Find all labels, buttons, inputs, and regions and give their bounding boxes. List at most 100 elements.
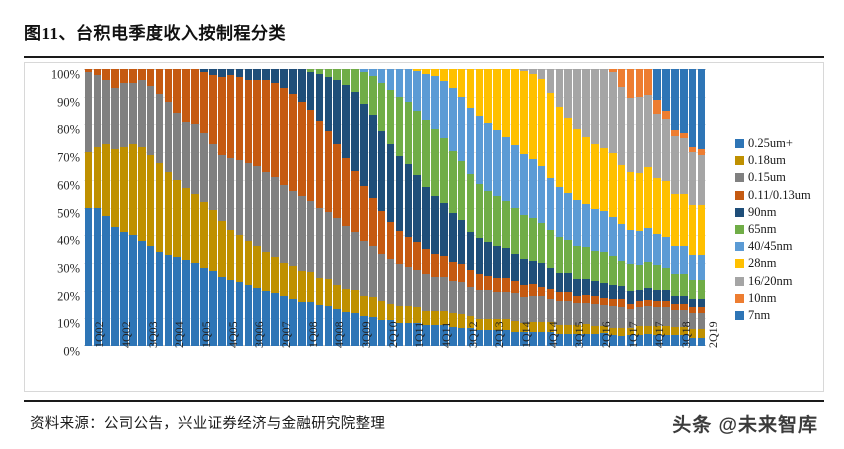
x-axis-tick-label: 1Q05	[199, 321, 214, 348]
bar-segment	[457, 281, 466, 314]
bar-segment	[511, 320, 519, 333]
bar-segment	[591, 69, 599, 144]
legend-item[interactable]: 28nm	[735, 255, 844, 272]
figure-title-bar: 图11、台积电季度收入按制程分类	[24, 18, 824, 58]
bar-segment	[431, 253, 439, 277]
bar-segment	[342, 84, 350, 158]
bar-segment	[546, 92, 555, 178]
bar-segment	[431, 195, 439, 254]
legend-item[interactable]: 65nm	[735, 221, 844, 238]
bar-segment	[315, 120, 324, 208]
bar-segment	[697, 307, 706, 313]
page-title: 图11、台积电季度收入按制程分类	[24, 24, 287, 43]
bar-segment	[653, 264, 661, 291]
bar-segment	[457, 160, 466, 221]
bar-segment	[511, 281, 519, 293]
bar-segment	[413, 306, 422, 323]
bar-segment	[173, 69, 182, 114]
bar-segment	[315, 305, 324, 346]
gridline	[84, 96, 706, 98]
bar-segment	[466, 107, 475, 175]
bar-segment	[217, 154, 226, 222]
bar-segment	[440, 325, 448, 346]
bar-segment	[662, 334, 670, 346]
bar-segment	[209, 69, 217, 75]
bar-segment	[555, 291, 564, 302]
bar-segment	[280, 262, 288, 297]
bar-segment	[697, 69, 706, 150]
x-axis-tick-label: 4Q17	[652, 321, 667, 348]
bar-segment	[653, 334, 661, 346]
bar-segment	[484, 330, 493, 346]
bar-segment	[537, 331, 546, 346]
stacked-bar	[617, 69, 626, 346]
bar-segment	[608, 306, 617, 328]
bar-segment	[386, 221, 395, 260]
legend-item[interactable]: 0.15um	[735, 169, 844, 186]
bar-segment	[395, 97, 404, 156]
bar-segment	[644, 305, 653, 326]
bar-segment	[502, 330, 510, 346]
bar-segment	[191, 124, 199, 194]
stacked-bar	[84, 69, 93, 346]
bar-segment	[484, 276, 493, 290]
x-axis-tick-label: 1Q14	[518, 321, 533, 348]
bar-segment	[368, 197, 377, 247]
stacked-bar	[111, 69, 119, 346]
bar-segment	[608, 327, 617, 336]
bar-segment	[599, 252, 608, 283]
bar-segment	[662, 306, 670, 327]
bar-segment	[351, 312, 359, 346]
stacked-bar	[120, 69, 128, 346]
stacked-bar	[546, 69, 555, 346]
bar-segment	[564, 301, 573, 325]
legend-item-label: 65nm	[748, 222, 777, 237]
legend-item[interactable]: 90nm	[735, 204, 844, 221]
bar-segment	[244, 80, 253, 164]
bar-segment	[431, 276, 439, 312]
bar-segment	[644, 262, 653, 289]
legend-item[interactable]: 7nm	[735, 307, 844, 324]
bar-segment	[377, 319, 386, 346]
bar-segment	[573, 295, 581, 304]
legend-item[interactable]: 16/20nm	[735, 273, 844, 290]
bar-segment	[137, 69, 146, 81]
bar-segment	[671, 310, 679, 327]
bar-segment	[555, 237, 564, 273]
bar-segment	[200, 71, 208, 133]
bar-segment	[440, 138, 448, 203]
bar-segment	[617, 164, 626, 225]
bar-segment	[502, 318, 510, 331]
bar-segment	[644, 167, 653, 228]
legend-item[interactable]: 0.11/0.13um	[735, 187, 844, 204]
bar-segment	[475, 183, 484, 238]
legend-item[interactable]: 0.18um	[735, 152, 844, 169]
bar-segment	[368, 316, 377, 346]
bar-segment	[679, 246, 688, 275]
bar-segment	[271, 177, 279, 258]
bar-segment	[511, 145, 519, 208]
bar-segment	[440, 202, 448, 256]
bar-segment	[297, 271, 306, 302]
bar-segment	[164, 69, 173, 103]
legend-item-label: 40/45nm	[748, 239, 793, 254]
stacked-bar	[93, 69, 102, 346]
bar-segment	[360, 69, 368, 72]
bar-segment	[413, 69, 422, 72]
bar-segment	[422, 73, 430, 120]
bar-segment	[617, 335, 626, 346]
bar-segment	[431, 129, 439, 196]
bar-segment	[351, 69, 359, 92]
bar-segment	[662, 236, 670, 268]
bar-segment	[484, 289, 493, 319]
stacked-series-layer	[84, 69, 706, 346]
bar-segment	[546, 331, 555, 346]
legend-item-label: 0.18um	[748, 153, 786, 168]
bar-segment	[448, 313, 457, 328]
bar-segment	[546, 322, 555, 332]
stacked-bar	[288, 69, 297, 346]
legend-item[interactable]: 0.25um+	[735, 135, 844, 152]
bar-segment	[591, 143, 599, 209]
legend-item[interactable]: 10nm	[735, 290, 844, 307]
legend-item[interactable]: 40/45nm	[735, 238, 844, 255]
